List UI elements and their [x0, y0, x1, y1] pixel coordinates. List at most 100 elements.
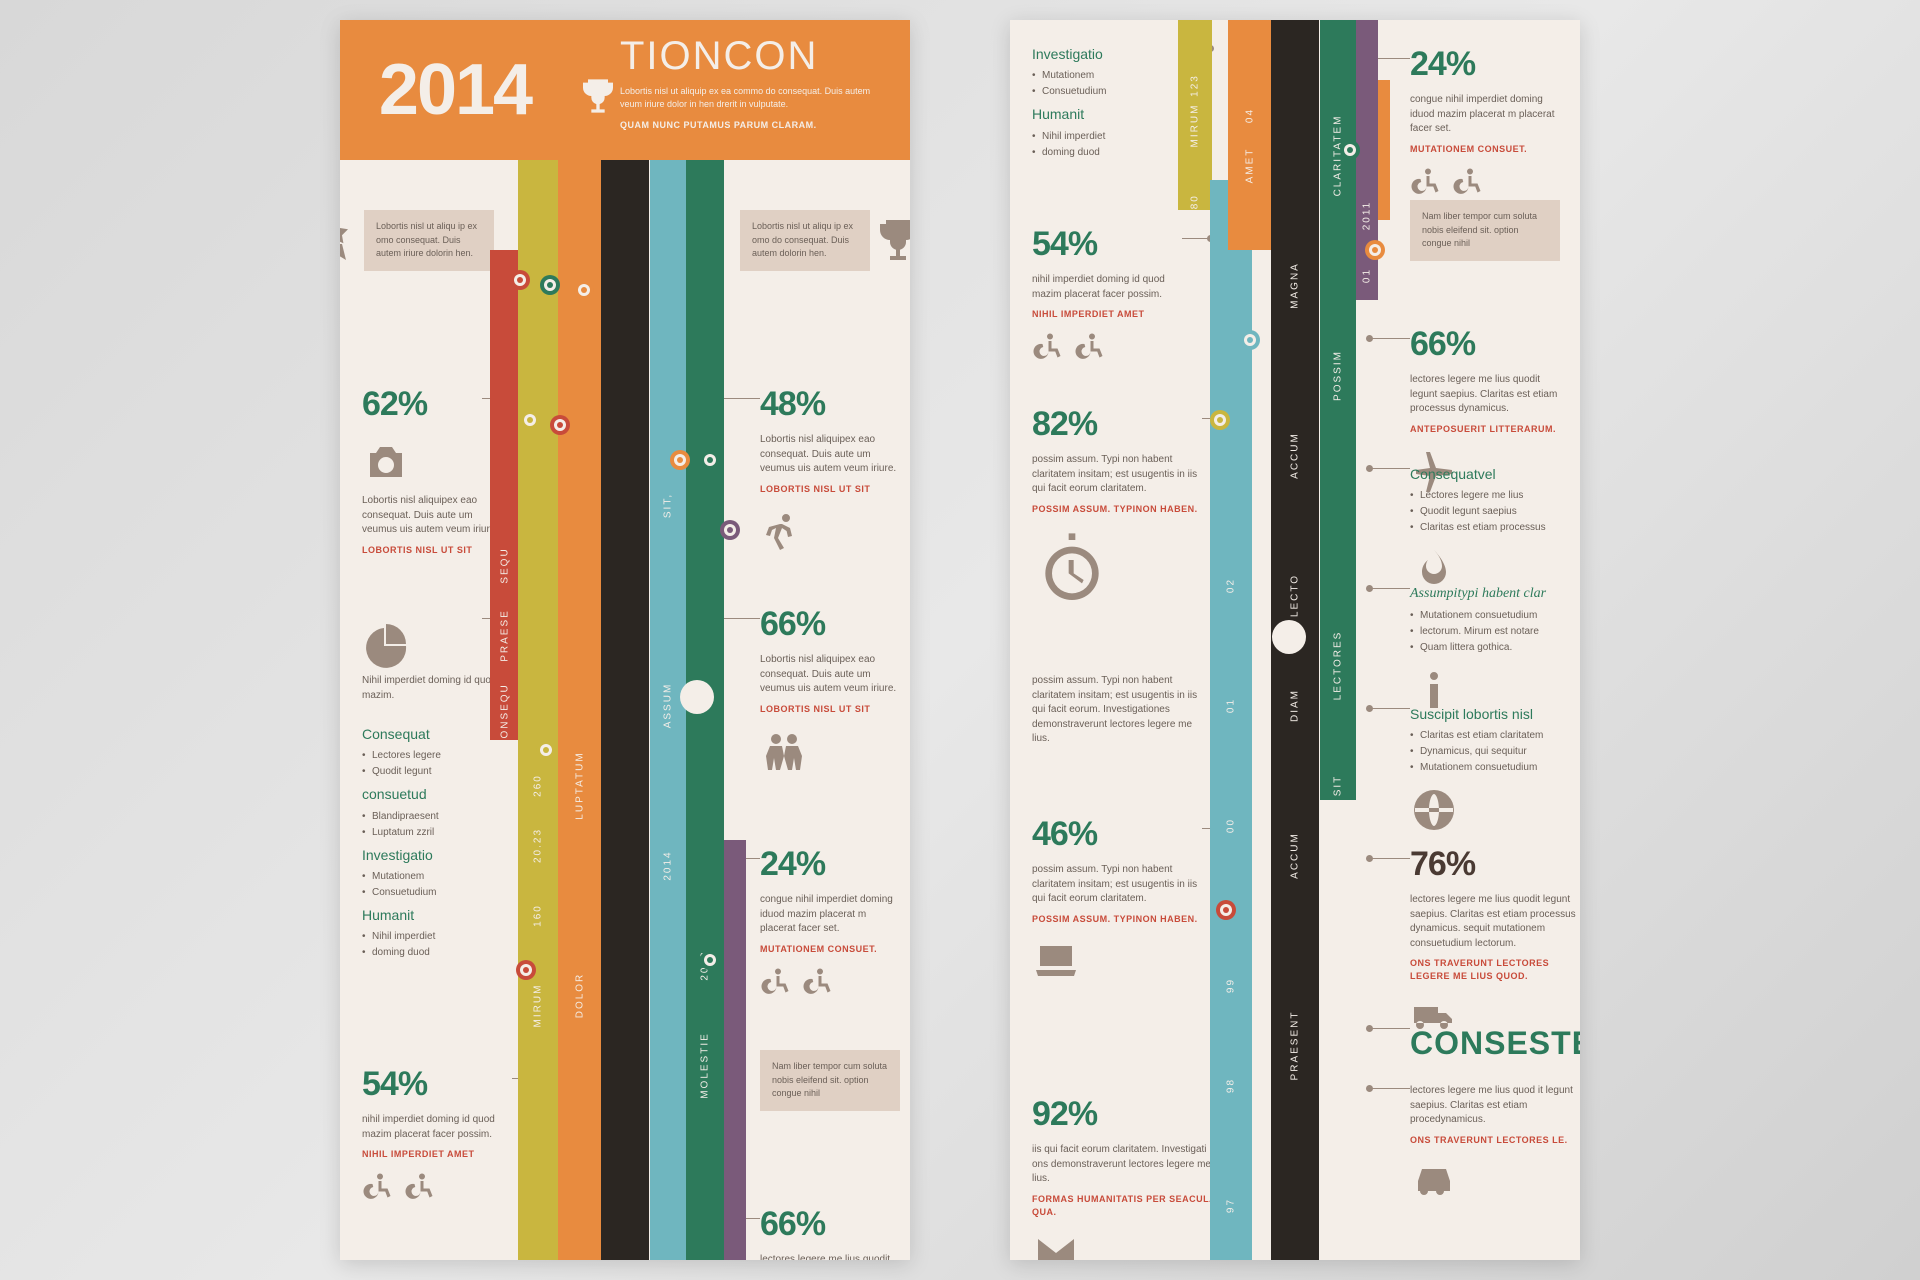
body-text: lectores legere me lius quodit legunt sa… — [1410, 373, 1570, 417]
emphasis-text: LOBORTIS NISL UT SIT — [362, 544, 502, 557]
list-item: Quodit legunt saepius — [1410, 504, 1580, 520]
header-tagline: QUAM NUNC PUTAMUS PARUM CLARAM. — [620, 120, 892, 130]
percentage: 92% — [1032, 1090, 1222, 1139]
headline-word: CONSESTER — [1410, 1020, 1580, 1066]
list-item: Quodit legunt — [362, 764, 512, 780]
body-text: Lobortis nisl aliquipex eao consequat. D… — [760, 433, 900, 477]
list-item: Nihil imperdiet — [1032, 129, 1182, 145]
body-text: Nihil imperdiet doming id quod mazim. — [362, 674, 502, 703]
body-text: possim assum. Typi non habent claritatem… — [1032, 674, 1212, 747]
stopwatch-icon — [1032, 530, 1112, 610]
laptop-icon — [1032, 936, 1080, 984]
list-item: Mutationem consuetudium — [1410, 760, 1580, 776]
globe-icon — [1410, 786, 1458, 834]
list-item: Lectores legere — [362, 748, 512, 764]
emphasis-text: POSSIM ASSUM. TYPINON HABEN. — [1032, 913, 1202, 926]
body-text: lectores legere me lius quod it legunt s… — [1410, 1084, 1580, 1128]
percentage: 46% — [1032, 810, 1202, 859]
emphasis-text: ANTEPOSUERIT LITTERARUM. — [1410, 423, 1570, 436]
list-item: doming duod — [1032, 145, 1182, 161]
people-icon — [760, 726, 808, 774]
body-text: lectores legere me lius quodit legunt sa… — [1410, 893, 1580, 951]
body-text: nihil imperdiet doming id quod mazim pla… — [362, 1113, 512, 1142]
infographic-panel-2: MAGNAACCUMLECTODIAMACCUMPRAESENTAMET0402… — [1010, 20, 1580, 1260]
list-item: Dynamicus, qui sequitur — [1410, 744, 1580, 760]
section-heading: Consequat — [362, 724, 512, 744]
timeline-ticks: 09080706050403020100 — [601, 160, 649, 1260]
list-item: Mutationem — [362, 869, 512, 885]
emphasis-text: POSSIM ASSUM. TYPINON HABEN. — [1032, 503, 1202, 516]
body-text: congue nihil imperdiet doming iduod mazi… — [1410, 93, 1560, 137]
walk-icon — [760, 506, 808, 554]
piechart-icon — [362, 620, 410, 668]
header-intro: Lobortis nisl ut aliquip ex ea commo do … — [620, 85, 892, 110]
emphasis-text: FORMAS HUMANITATIS PER SEACULA QUA. — [1032, 1193, 1222, 1219]
section-heading: consuetud — [362, 784, 512, 804]
percentage: 66% — [1410, 320, 1570, 369]
list-item: Nihil imperdiet — [362, 929, 512, 945]
body-text: Lobortis nisl aliquipex eao consequat. D… — [362, 494, 502, 538]
percentage: 24% — [760, 840, 900, 889]
section-heading: Suscipit lobortis nisl — [1410, 704, 1580, 724]
emphasis-text: NIHIL IMPERDIET AMET — [362, 1148, 512, 1161]
year-box: 2014 — [340, 20, 570, 160]
percentage: 54% — [1032, 220, 1182, 269]
list-item: Mutationem consuetudium — [1410, 608, 1580, 624]
wheelchair-icon — [802, 964, 838, 1000]
wheelchair-icon — [362, 1169, 398, 1205]
body-text: possim assum. Typi non habent claritatem… — [1032, 453, 1202, 497]
list-item: Quam littera gothica. — [1410, 640, 1580, 656]
emphasis-text: ONS TRAVERUNT LECTORES LEGERE ME LIUS QU… — [1410, 957, 1580, 983]
wheelchair-icon — [1032, 329, 1068, 365]
body-text: lectores legere me lius quodit — [760, 1253, 900, 1260]
title: TIONCON — [620, 34, 892, 79]
body-text: Lobortis nisl aliquipex eao consequat. D… — [760, 653, 900, 697]
trophy-icon — [578, 76, 618, 116]
wheelchair-icon — [1410, 164, 1446, 200]
emphasis-text: MUTATIONEM CONSUET. — [1410, 143, 1560, 156]
infographic-panel-1: LUPTATUMDOLORSIT,ASSUM2014MOLESTIE2012MI… — [340, 20, 910, 1260]
wheelchair-icon — [1452, 164, 1488, 200]
camera-icon — [362, 439, 410, 487]
body-text: possim assum. Typi non habent claritatem… — [1032, 863, 1202, 907]
percentage: 24% — [1410, 40, 1560, 89]
emphasis-text: MUTATIONEM CONSUET. — [760, 943, 900, 956]
percentage: 82% — [1032, 400, 1202, 449]
list-item: lectorum. Mirum est notare — [1410, 624, 1580, 640]
section-heading: Investigatio — [362, 845, 512, 865]
section-heading: Humanit — [1032, 104, 1182, 124]
list-item: Luptatum zzril — [362, 825, 512, 841]
section-heading: Consequatvel — [1410, 464, 1580, 484]
list-item: Mutationem — [1032, 68, 1182, 84]
list-item: Blandipraesent — [362, 809, 512, 825]
list-item: Claritas est etiam claritatem — [1410, 728, 1580, 744]
body-text: iis qui facit eorum claritatem. Investig… — [1032, 1143, 1222, 1187]
wheelchair-icon — [404, 1169, 440, 1205]
emphasis-text: LOBORTIS NISL UT SIT — [760, 483, 900, 496]
list-item: Consuetudium — [362, 885, 512, 901]
list-item: Consuetudium — [1032, 84, 1182, 100]
trophy-icon — [874, 216, 910, 264]
percentage: 54% — [362, 1060, 512, 1109]
percentage: 48% — [760, 380, 900, 429]
emphasis-text: LOBORTIS NISL UT SIT — [760, 703, 900, 716]
year: 2014 — [379, 49, 531, 131]
body-text: nihil imperdiet doming id quod mazim pla… — [1032, 273, 1182, 302]
body-text: congue nihil imperdiet doming iduod mazi… — [760, 893, 900, 937]
percentage: 62% — [362, 380, 427, 429]
list-item: doming duod — [362, 945, 512, 961]
medal-icon — [340, 216, 360, 264]
list-item: Lectores legere me lius — [1410, 488, 1580, 504]
percentage: 66% — [760, 600, 900, 649]
percentage: 66% — [760, 1200, 900, 1249]
emphasis-text: ONS TRAVERUNT LECTORES LE. — [1410, 1134, 1580, 1147]
section-heading: Investigatio — [1032, 44, 1182, 64]
section-heading: Humanit — [362, 905, 512, 925]
emphasis-text: NIHIL IMPERDIET AMET — [1032, 308, 1182, 321]
envelope-icon — [1032, 1229, 1080, 1260]
section-heading: Assumpitypi habent clar — [1410, 584, 1580, 604]
wheelchair-icon — [1074, 329, 1110, 365]
title-box: TIONCON Lobortis nisl ut aliquip ex ea c… — [570, 20, 910, 160]
percentage: 76% — [1410, 840, 1580, 889]
header: 2014 TIONCON Lobortis nisl ut aliquip ex… — [340, 20, 910, 160]
